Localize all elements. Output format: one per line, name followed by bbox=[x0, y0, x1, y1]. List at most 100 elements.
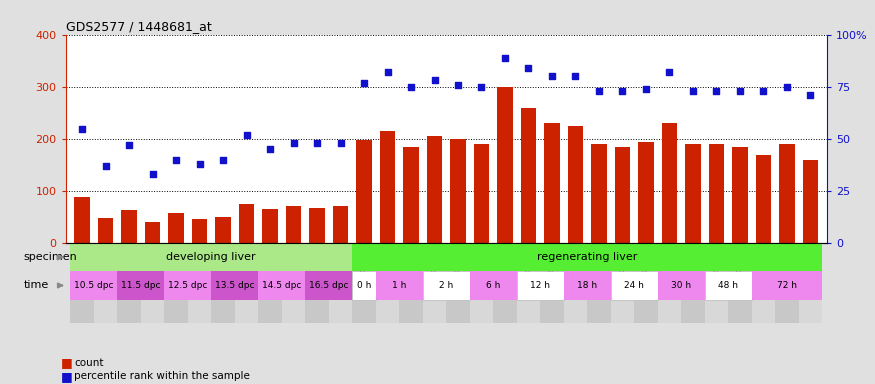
Point bbox=[803, 92, 817, 98]
Bar bbox=[662, 123, 677, 243]
Point bbox=[522, 65, 536, 71]
Text: 0 h: 0 h bbox=[357, 281, 371, 290]
Point bbox=[333, 140, 347, 146]
Bar bbox=[141, 243, 164, 323]
Bar bbox=[215, 217, 231, 243]
Bar bbox=[188, 243, 211, 323]
Text: 18 h: 18 h bbox=[578, 281, 598, 290]
Point bbox=[662, 69, 676, 75]
Bar bbox=[258, 243, 282, 323]
Bar bbox=[239, 204, 254, 243]
Bar bbox=[474, 144, 489, 243]
Text: developing liver: developing liver bbox=[166, 252, 256, 262]
Bar bbox=[168, 213, 184, 243]
Text: 2 h: 2 h bbox=[439, 281, 453, 290]
Bar bbox=[286, 206, 301, 243]
Bar bbox=[192, 219, 207, 243]
Bar bbox=[611, 243, 634, 323]
Bar bbox=[211, 243, 235, 323]
Point bbox=[615, 88, 629, 94]
Bar bbox=[353, 271, 375, 300]
Point bbox=[756, 88, 771, 94]
Text: 1 h: 1 h bbox=[392, 281, 407, 290]
Bar bbox=[799, 243, 822, 323]
Bar bbox=[403, 147, 418, 243]
Bar bbox=[732, 147, 747, 243]
Point bbox=[381, 69, 395, 75]
Bar bbox=[470, 243, 494, 323]
Bar bbox=[234, 243, 258, 323]
Bar bbox=[634, 243, 658, 323]
Text: 10.5 dpc: 10.5 dpc bbox=[74, 281, 114, 290]
Text: percentile rank within the sample: percentile rank within the sample bbox=[74, 371, 250, 381]
Point bbox=[686, 88, 700, 94]
Bar bbox=[517, 271, 564, 300]
Point bbox=[192, 161, 206, 167]
Point bbox=[780, 84, 794, 90]
Bar bbox=[682, 243, 704, 323]
Bar bbox=[451, 139, 466, 243]
Point bbox=[310, 140, 324, 146]
Bar bbox=[685, 144, 701, 243]
Bar bbox=[564, 271, 611, 300]
Text: 11.5 dpc: 11.5 dpc bbox=[121, 281, 160, 290]
Bar bbox=[145, 222, 160, 243]
Text: 30 h: 30 h bbox=[671, 281, 691, 290]
Text: specimen: specimen bbox=[24, 252, 77, 262]
Point bbox=[263, 146, 277, 152]
Bar bbox=[380, 131, 396, 243]
Bar bbox=[802, 160, 818, 243]
Bar bbox=[615, 147, 630, 243]
Bar bbox=[446, 243, 470, 323]
Bar bbox=[427, 136, 442, 243]
Bar bbox=[592, 144, 606, 243]
Bar bbox=[117, 271, 164, 300]
Bar bbox=[164, 243, 188, 323]
Point bbox=[404, 84, 418, 90]
Bar bbox=[752, 271, 822, 300]
Bar bbox=[305, 243, 329, 323]
Bar bbox=[470, 271, 517, 300]
Bar bbox=[704, 271, 752, 300]
Point bbox=[639, 86, 653, 92]
Bar bbox=[353, 243, 822, 271]
Point bbox=[286, 140, 300, 146]
Bar bbox=[639, 142, 654, 243]
Point bbox=[569, 73, 583, 79]
Bar bbox=[122, 210, 136, 243]
Bar bbox=[262, 209, 277, 243]
Bar bbox=[375, 271, 423, 300]
Point bbox=[498, 55, 512, 61]
Text: 12.5 dpc: 12.5 dpc bbox=[168, 281, 207, 290]
Text: 12 h: 12 h bbox=[530, 281, 550, 290]
Text: ■: ■ bbox=[61, 370, 73, 383]
Bar bbox=[564, 243, 587, 323]
Point bbox=[169, 157, 183, 163]
Bar bbox=[423, 271, 470, 300]
Bar bbox=[164, 271, 211, 300]
Bar bbox=[493, 243, 517, 323]
Bar bbox=[517, 243, 540, 323]
Text: count: count bbox=[74, 358, 104, 368]
Bar bbox=[211, 271, 258, 300]
Bar bbox=[423, 243, 446, 323]
Bar bbox=[305, 271, 353, 300]
Bar bbox=[658, 271, 704, 300]
Point bbox=[428, 78, 442, 84]
Point bbox=[710, 88, 724, 94]
Bar bbox=[544, 123, 560, 243]
Bar bbox=[70, 271, 117, 300]
Bar bbox=[332, 206, 348, 243]
Bar bbox=[399, 243, 423, 323]
Point bbox=[145, 171, 159, 177]
Text: 72 h: 72 h bbox=[777, 281, 797, 290]
Point bbox=[75, 126, 89, 132]
Bar bbox=[521, 108, 536, 243]
Point bbox=[474, 84, 488, 90]
Bar bbox=[258, 271, 305, 300]
Bar bbox=[375, 243, 399, 323]
Text: 24 h: 24 h bbox=[624, 281, 644, 290]
Point bbox=[216, 157, 230, 163]
Bar bbox=[704, 243, 728, 323]
Bar bbox=[70, 243, 353, 271]
